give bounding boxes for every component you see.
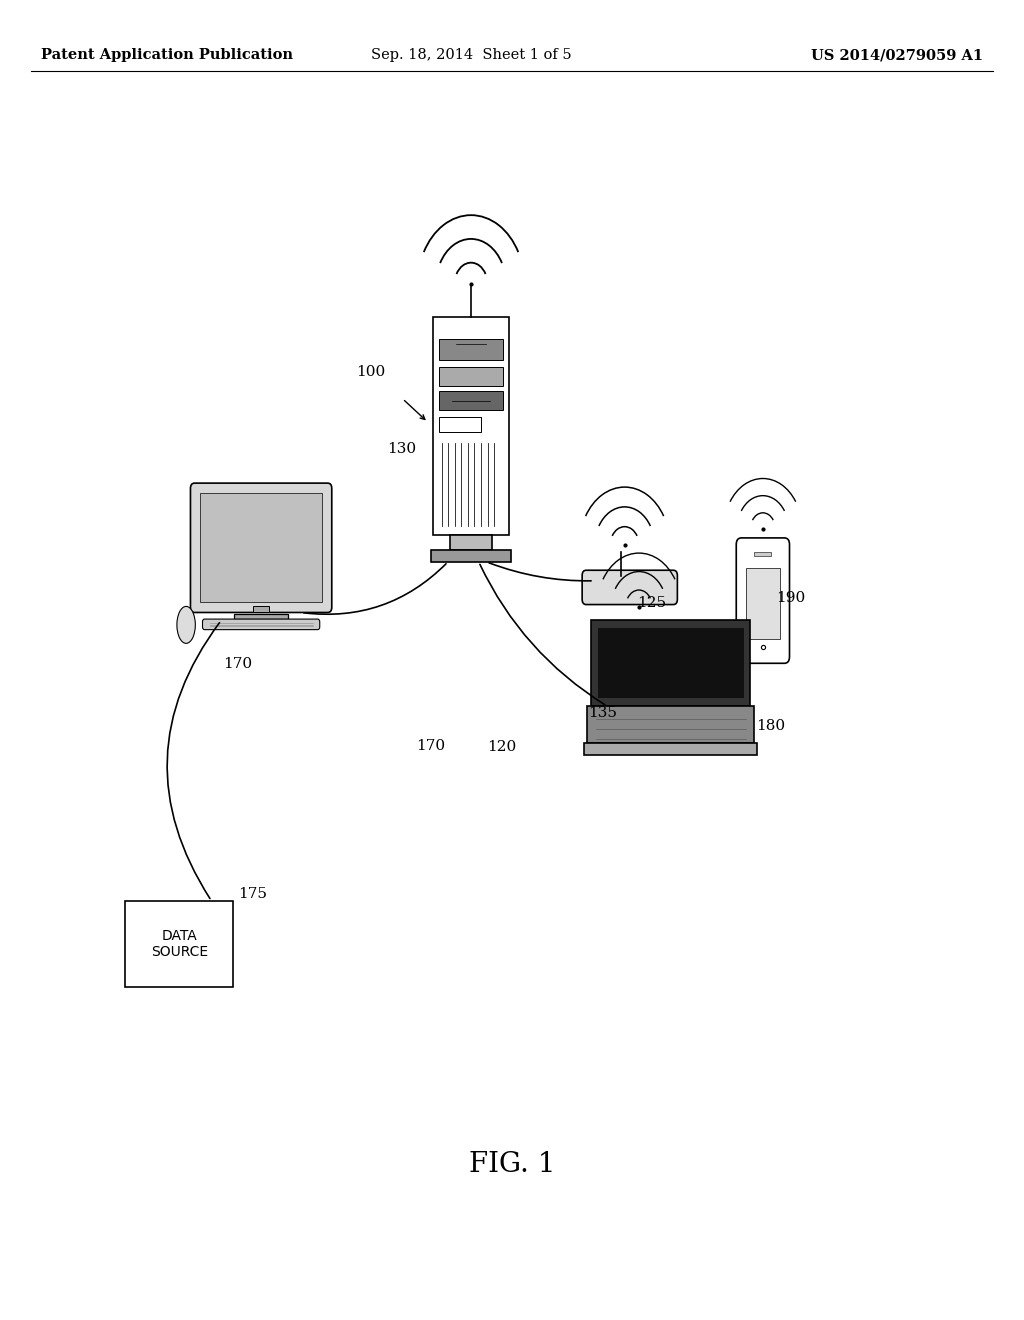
Bar xyxy=(450,535,493,550)
Bar xyxy=(125,902,232,987)
FancyBboxPatch shape xyxy=(736,539,790,663)
Text: DATA
SOURCE: DATA SOURCE xyxy=(151,929,208,958)
Bar xyxy=(588,706,754,743)
Bar xyxy=(755,552,771,556)
Ellipse shape xyxy=(177,606,196,643)
Text: 100: 100 xyxy=(356,366,386,379)
Bar xyxy=(433,317,510,535)
Bar xyxy=(584,743,758,755)
Text: 180: 180 xyxy=(756,719,784,733)
Bar xyxy=(438,339,504,360)
Text: 170: 170 xyxy=(223,657,252,671)
Text: Patent Application Publication: Patent Application Publication xyxy=(41,49,293,62)
Text: 170: 170 xyxy=(416,739,444,752)
Bar xyxy=(745,568,780,639)
Bar xyxy=(200,494,323,602)
Bar xyxy=(438,417,481,432)
FancyBboxPatch shape xyxy=(582,570,678,605)
Bar xyxy=(438,367,504,387)
Text: 120: 120 xyxy=(487,741,517,754)
Bar xyxy=(438,391,504,411)
Text: US 2014/0279059 A1: US 2014/0279059 A1 xyxy=(811,49,983,62)
Bar xyxy=(431,550,511,562)
Text: 190: 190 xyxy=(776,591,806,605)
Bar xyxy=(592,620,750,706)
Text: 175: 175 xyxy=(239,887,267,900)
Text: 130: 130 xyxy=(387,442,416,455)
Text: 135: 135 xyxy=(588,706,616,719)
Text: FIG. 1: FIG. 1 xyxy=(469,1151,555,1177)
Text: Sep. 18, 2014  Sheet 1 of 5: Sep. 18, 2014 Sheet 1 of 5 xyxy=(371,49,571,62)
Bar xyxy=(253,606,269,612)
Bar xyxy=(234,614,288,619)
Bar xyxy=(598,628,743,698)
FancyBboxPatch shape xyxy=(203,619,319,630)
FancyBboxPatch shape xyxy=(190,483,332,612)
Text: 125: 125 xyxy=(637,597,666,610)
